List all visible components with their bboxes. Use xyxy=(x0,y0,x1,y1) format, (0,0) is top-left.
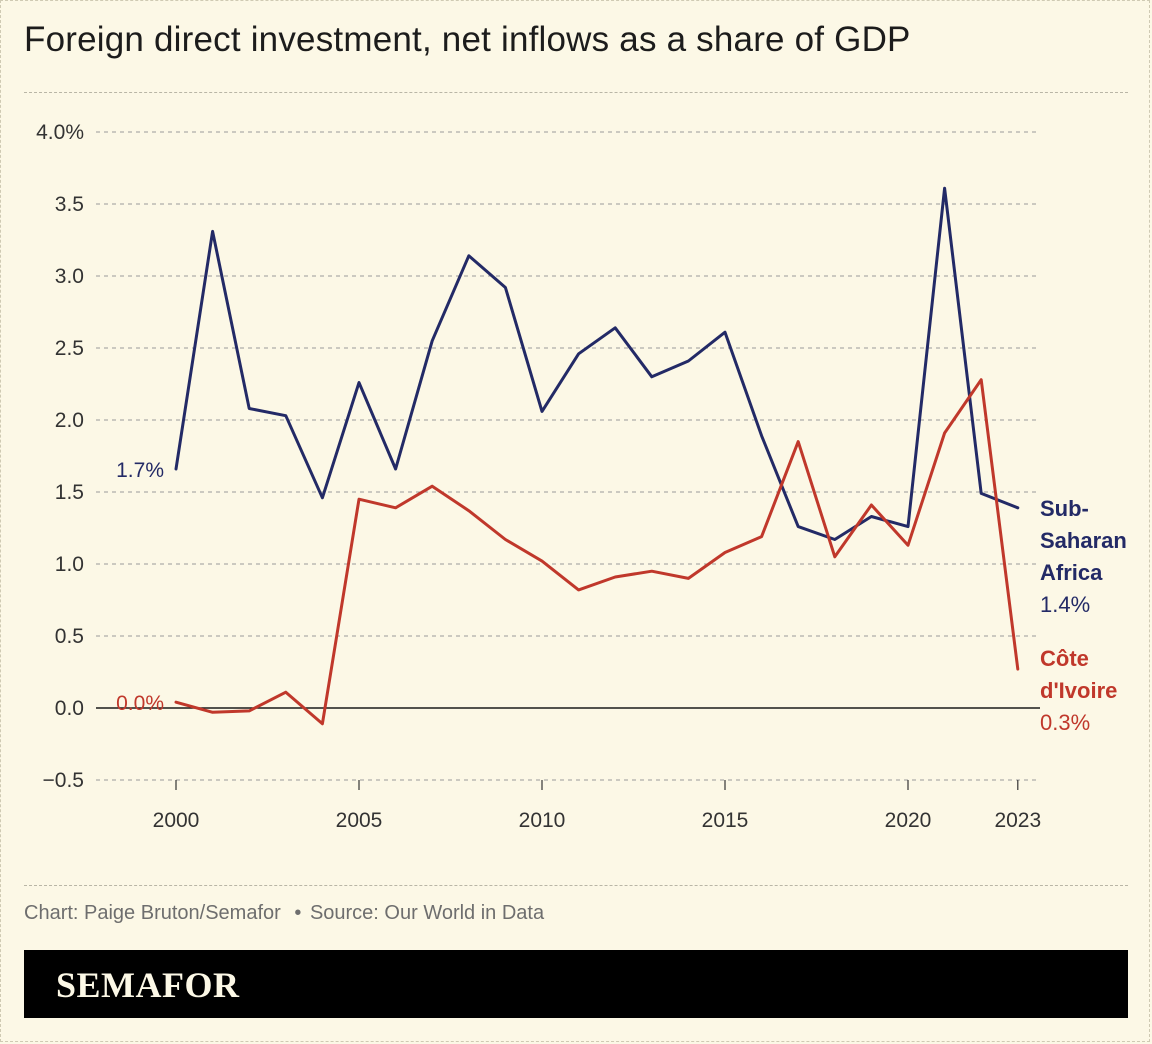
civ-series-name-line: Côte xyxy=(1040,646,1089,671)
civ-end-label: 0.3% xyxy=(1040,710,1090,735)
semafor-logo: SEMAFOR xyxy=(56,965,240,1005)
x-tick-label: 2023 xyxy=(994,809,1041,832)
ssa-start-label: 1.7% xyxy=(116,459,164,482)
x-tick-label: 2020 xyxy=(885,809,932,832)
y-tick-label: 1.0 xyxy=(55,553,84,576)
y-tick-label: 0.5 xyxy=(55,625,84,648)
x-tick-label: 2000 xyxy=(153,809,200,832)
ssa-series-name-line: Sub- xyxy=(1040,496,1089,521)
civ-series-name-line: d'Ivoire xyxy=(1040,678,1117,703)
ssa-end-label: 1.4% xyxy=(1040,592,1090,617)
y-tick-label: 1.5 xyxy=(55,481,84,504)
y-tick-label: 4.0% xyxy=(36,121,84,144)
y-tick-label: 3.5 xyxy=(55,193,84,216)
chart-title: Foreign direct investment, net inflows a… xyxy=(24,20,911,59)
source-separator: • xyxy=(294,902,302,924)
y-tick-label: 0.0 xyxy=(55,697,84,720)
line-chart: −0.5 0.0 0.5 1.0 1.5 2.0 2.5 3.0 3.5 4.0% 2000 2005… xyxy=(36,121,1127,832)
x-tick-label: 2010 xyxy=(519,809,566,832)
x-tick-label: 2015 xyxy=(702,809,749,832)
y-tick-label: 3.0 xyxy=(55,265,84,288)
ssa-series-line xyxy=(174,186,1020,541)
top-divider xyxy=(24,92,1128,93)
y-tick-label: 2.0 xyxy=(55,409,84,432)
y-tick-label: 2.5 xyxy=(55,337,84,360)
civ-series-line xyxy=(174,378,1020,726)
source-line: Chart: Paige Bruton/Semafor • Source: Ou… xyxy=(24,902,544,925)
bottom-divider xyxy=(24,885,1128,886)
source-text: Source: Our World in Data xyxy=(309,902,545,924)
chart-credit: Chart: Paige Bruton/Semafor xyxy=(24,902,281,924)
ssa-series-name-line: Saharan xyxy=(1040,528,1127,553)
x-tick-label: 2005 xyxy=(336,809,383,832)
civ-start-label: 0.0% xyxy=(116,692,164,715)
brand-banner: SEMAFOR xyxy=(24,950,1128,1018)
y-tick-label: −0.5 xyxy=(43,769,84,792)
ssa-series-name-line: Africa xyxy=(1040,560,1103,585)
